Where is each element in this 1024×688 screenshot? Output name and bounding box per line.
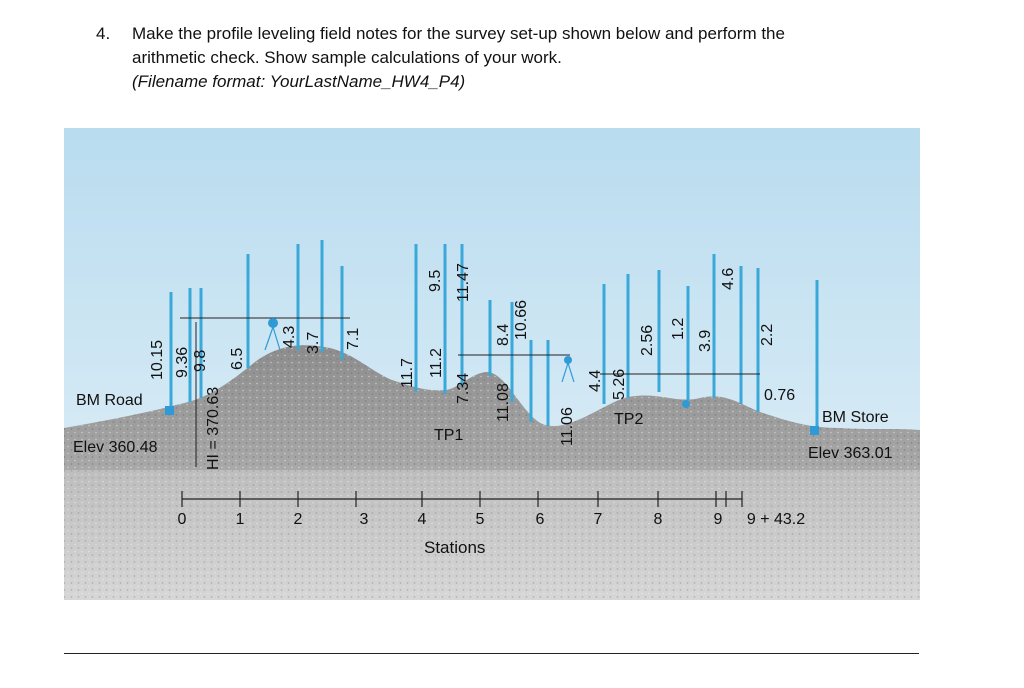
level-instrument-icon (564, 356, 572, 364)
stations-label: Stations (424, 538, 485, 557)
lines-of-sight (180, 317, 760, 375)
rod-reading: 2.2 (759, 324, 776, 346)
station-tick-label: 6 (536, 511, 545, 528)
level-instrument-icon (268, 318, 278, 328)
tripods (264, 326, 575, 383)
elev-right-label: Elev 363.01 (808, 445, 893, 462)
bm-store-label: BM Store (822, 409, 889, 426)
station-axis (181, 491, 743, 507)
rod-reading: 6.5 (229, 348, 246, 370)
rod-reading: 4.6 (720, 268, 737, 290)
bm-road-marker (165, 406, 174, 415)
hi-label: HI = 370.63 (205, 387, 222, 470)
rod-reading: 5.26 (611, 369, 628, 400)
rod-reading: 7.1 (345, 328, 362, 350)
station-tick-label: 7 (594, 511, 603, 528)
rod-reading: 1.2 (670, 318, 687, 340)
rod-reading: 3.9 (697, 330, 714, 352)
rod-reading: 4.3 (281, 326, 298, 348)
level-rods (169, 240, 819, 428)
station-tick-label: 9 (714, 511, 723, 528)
station-tick-label: 9 + 43.2 (747, 511, 805, 528)
terrain-texture (64, 345, 920, 600)
level-instrument-icon (682, 400, 690, 408)
instrument-setups (268, 318, 690, 408)
rod-reading: 8.4 (495, 324, 512, 346)
tp2-label: TP2 (614, 411, 643, 428)
rod-reading: 10.66 (513, 300, 530, 340)
station-tick-label: 5 (476, 511, 485, 528)
question-line-2: arithmetic check. Show sample calculatio… (132, 48, 562, 67)
rod-reading: 11.08 (495, 383, 512, 422)
rod-reading: 11.7 (399, 358, 416, 388)
rod-reading: 11.06 (559, 407, 576, 446)
rod-reading: 9.5 (427, 270, 444, 292)
station-tick-label: 0 (178, 511, 187, 528)
station-tick-label: 1 (236, 511, 245, 528)
rod-reading: 3.7 (305, 332, 322, 354)
station-tick-label: 8 (654, 511, 663, 528)
rod-reading: 9.8 (192, 350, 209, 372)
tp1-label: TP1 (434, 427, 463, 444)
bm-store-marker (810, 426, 819, 435)
question-line-1: Make the profile leveling field notes fo… (132, 24, 785, 43)
question-number: 4. (96, 24, 111, 43)
rod-reading: 7.34 (455, 373, 472, 404)
bm-road-label: BM Road (76, 392, 143, 409)
rod-reading-labels: 10.15 9.36 9.8 6.5 4.3 3.7 7.1 11.7 11.2… (149, 263, 795, 446)
elev-left-label: Elev 360.48 (73, 439, 158, 456)
rod-reading: 10.15 (149, 340, 166, 380)
filename-format: (Filename format: YourLastName_HW4_P4) (132, 72, 466, 91)
station-tick-label: 3 (360, 511, 369, 528)
rod-reading: 4.4 (587, 370, 604, 392)
rod-reading: 9.36 (174, 347, 191, 378)
rod-reading: 2.56 (639, 325, 656, 356)
station-tick-label: 2 (294, 511, 303, 528)
ground-haze (64, 470, 920, 600)
rod-reading: 11.47 (455, 263, 472, 302)
hi-label-group: HI = 370.63 (205, 387, 222, 470)
bottom-rule (64, 653, 919, 654)
rod-reading: 0.76 (764, 387, 795, 404)
rod-reading: 11.2 (428, 348, 445, 378)
station-tick-label: 4 (418, 511, 427, 528)
station-tick-labels: 0 1 2 3 4 5 6 7 8 9 9 + 43.2 (178, 511, 806, 528)
